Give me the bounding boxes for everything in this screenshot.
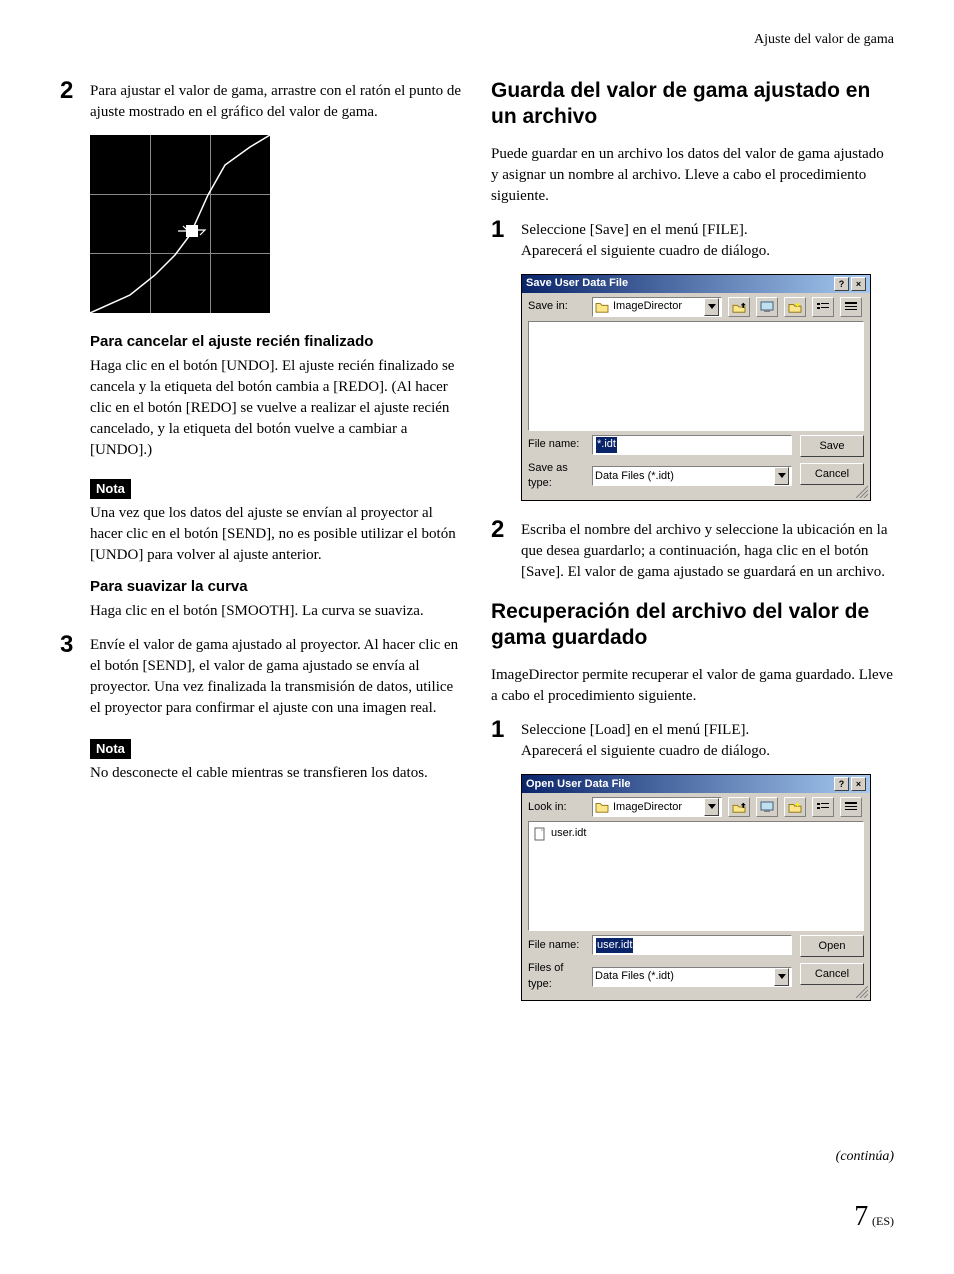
smooth-paragraph: Haga clic en el botón [SMOOTH]. La curva…: [90, 601, 463, 622]
save-dialog: Save User Data File ? × Save in: ImageDi…: [521, 274, 871, 501]
note-paragraph: No desconecte el cable mientras se trans…: [90, 763, 463, 784]
resize-grip-icon[interactable]: [856, 486, 868, 498]
close-button[interactable]: ×: [851, 777, 866, 791]
filesoftype-select[interactable]: Data Files (*.idt): [592, 967, 792, 987]
help-button[interactable]: ?: [834, 277, 849, 291]
saveastype-label: Save as type:: [528, 461, 586, 492]
continued-label: (continúa): [494, 1147, 894, 1167]
page-number: 7: [854, 1201, 868, 1232]
step-text: Escriba el nombre del archivo y seleccio…: [521, 517, 894, 583]
dialog-titlebar: Save User Data File ? ×: [522, 275, 870, 293]
cancel-button[interactable]: Cancel: [800, 463, 864, 485]
note-label: Nota: [90, 479, 131, 499]
load-intro: ImageDirector permite recuperar el valor…: [491, 665, 894, 707]
dropdown-icon[interactable]: [704, 298, 719, 316]
lookin-select[interactable]: ImageDirector: [592, 797, 722, 817]
up-one-level-icon[interactable]: [728, 797, 750, 817]
step-number: 2: [491, 517, 521, 543]
gamma-curve: [90, 135, 270, 313]
savein-label: Save in:: [528, 299, 586, 314]
cancel-paragraph: Haga clic en el botón [UNDO]. El ajuste …: [90, 356, 463, 461]
note-paragraph: Una vez que los datos del ajuste se enví…: [90, 503, 463, 566]
step-text: Envíe el valor de gama ajustado al proye…: [90, 632, 463, 719]
load-heading: Recuperación del archivo del valor de ga…: [491, 599, 894, 652]
step-number: 3: [60, 632, 90, 658]
filename-label: File name:: [528, 437, 586, 452]
right-column: Guarda del valor de gama ajustado en un …: [491, 78, 894, 1018]
details-view-icon[interactable]: [840, 797, 862, 817]
desktop-icon[interactable]: [756, 297, 778, 317]
list-item[interactable]: user.idt: [533, 826, 586, 841]
new-folder-icon[interactable]: [784, 797, 806, 817]
page-lang: (ES): [872, 1214, 894, 1228]
step-number: 1: [491, 217, 521, 243]
step-line: Aparecerá el siguiente cuadro de diálogo…: [521, 741, 894, 762]
desktop-icon[interactable]: [756, 797, 778, 817]
dialog-title: Open User Data File: [526, 777, 832, 792]
dropdown-icon[interactable]: [774, 467, 789, 485]
new-folder-icon[interactable]: [784, 297, 806, 317]
up-one-level-icon[interactable]: [728, 297, 750, 317]
filesoftype-label: Files of type:: [528, 961, 586, 992]
dropdown-icon[interactable]: [704, 798, 719, 816]
cancel-button[interactable]: Cancel: [800, 963, 864, 985]
filename-label: File name:: [528, 938, 586, 953]
save-heading: Guarda del valor de gama ajustado en un …: [491, 78, 894, 131]
list-view-icon[interactable]: [812, 297, 834, 317]
step-text: Para ajustar el valor de gama, arrastre …: [90, 78, 463, 123]
left-column: 2 Para ajustar el valor de gama, arrastr…: [60, 78, 463, 1018]
filename-input[interactable]: *.idt: [592, 435, 792, 455]
dialog-title: Save User Data File: [526, 276, 832, 291]
filename-input[interactable]: user.idt: [592, 935, 792, 955]
dialog-titlebar: Open User Data File ? ×: [522, 775, 870, 793]
gamma-graphic: [90, 135, 270, 313]
running-header: Ajuste del valor de gama: [60, 30, 894, 50]
lookin-label: Look in:: [528, 800, 586, 815]
file-list-area[interactable]: user.idt: [528, 821, 864, 931]
smooth-heading: Para suavizar la curva: [90, 576, 463, 597]
folder-icon: [595, 801, 609, 813]
help-button[interactable]: ?: [834, 777, 849, 791]
save-button[interactable]: Save: [800, 435, 864, 457]
open-button[interactable]: Open: [800, 935, 864, 957]
dropdown-icon[interactable]: [774, 968, 789, 986]
folder-icon: [595, 301, 609, 313]
details-view-icon[interactable]: [840, 297, 862, 317]
open-dialog: Open User Data File ? × Look in: ImageDi…: [521, 774, 871, 1001]
list-view-icon[interactable]: [812, 797, 834, 817]
resize-grip-icon[interactable]: [856, 986, 868, 998]
step-line: Seleccione [Load] en el menú [FILE].: [521, 720, 894, 741]
note-label: Nota: [90, 739, 131, 759]
savein-select[interactable]: ImageDirector: [592, 297, 722, 317]
lookin-value: ImageDirector: [613, 800, 682, 815]
saveastype-select[interactable]: Data Files (*.idt): [592, 466, 792, 486]
savein-value: ImageDirector: [613, 299, 682, 314]
close-button[interactable]: ×: [851, 277, 866, 291]
save-intro: Puede guardar en un archivo los datos de…: [491, 144, 894, 207]
file-icon: [533, 827, 547, 841]
step-line: Aparecerá el siguiente cuadro de diálogo…: [521, 241, 894, 262]
step-line: Seleccione [Save] en el menú [FILE].: [521, 220, 894, 241]
cancel-heading: Para cancelar el ajuste recién finalizad…: [90, 331, 463, 352]
step-number: 1: [491, 717, 521, 743]
step-number: 2: [60, 78, 90, 104]
file-list-area[interactable]: [528, 321, 864, 431]
